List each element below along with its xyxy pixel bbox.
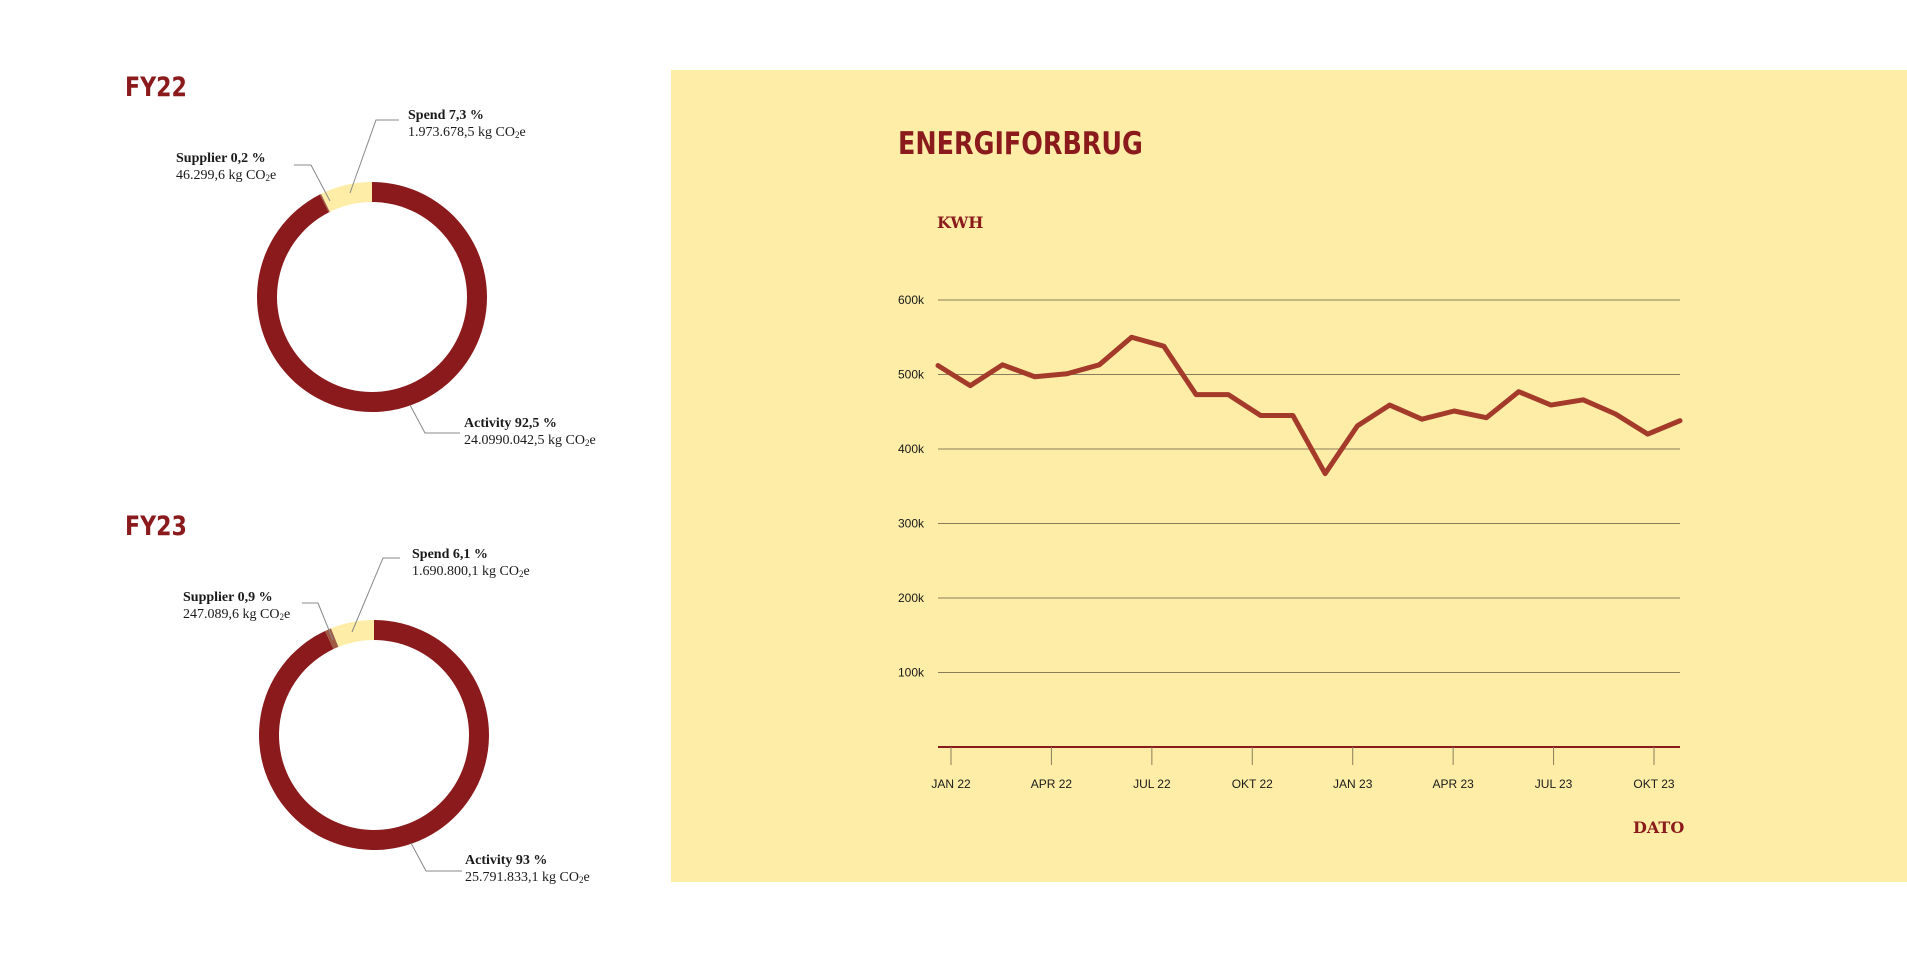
data-point-2023-05 <box>1453 410 1455 412</box>
fy22-spend-name: Spend 7,3 % <box>408 108 484 123</box>
data-point-2022-04 <box>1034 376 1036 378</box>
fy23-spend-name: Spend 6,1 % <box>412 547 488 562</box>
data-point-2023-11 <box>1647 433 1649 435</box>
data-point-2023-02 <box>1356 425 1358 427</box>
fy22-activity-label: Activity 92,5 % 24.0990.042,5 kg CO2e <box>464 415 596 449</box>
data-point-2022-11 <box>1260 414 1262 416</box>
fy23-spend-value: 1.690.800,1 kg CO2e <box>412 564 530 579</box>
data-point-2023-03 <box>1389 404 1391 406</box>
data-point-2022-06 <box>1098 364 1100 366</box>
data-point-2023-08 <box>1550 404 1552 406</box>
x-tick-label: APR 22 <box>1031 777 1073 791</box>
y-tick-label-600k: 600k <box>898 293 925 307</box>
x-tick-label: OKT 22 <box>1232 777 1273 791</box>
fy23-activity-label: Activity 93 % 25.791.833,1 kg CO2e <box>465 852 590 886</box>
x-tick-label: JAN 22 <box>931 777 971 791</box>
data-point-2022-12 <box>1292 414 1294 416</box>
fy22-spend-value: 1.973.678,5 kg CO2e <box>408 125 526 140</box>
fy23-supplier-name: Supplier 0,9 % <box>183 590 273 605</box>
data-point-2023-12 <box>1679 420 1681 422</box>
data-point-2022-05 <box>1066 373 1068 375</box>
fy23-supplier-label: Supplier 0,9 % 247.089,6 kg CO2e <box>183 589 290 623</box>
y-tick-label-500k: 500k <box>898 368 925 382</box>
data-point-2022-01 <box>937 365 939 367</box>
data-point-2023-01 <box>1324 473 1326 475</box>
fy22-activity-value: 24.0990.042,5 kg CO2e <box>464 433 596 448</box>
fy22-activity-name: Activity 92,5 % <box>464 416 557 431</box>
data-point-2022-10 <box>1227 394 1229 396</box>
y-tick-label-100k: 100k <box>898 666 925 680</box>
fy23-title: FY23 <box>125 511 187 542</box>
data-point-2023-09 <box>1582 399 1584 401</box>
y-axis-label: KWH <box>937 213 984 232</box>
x-tick-label: APR 23 <box>1432 777 1474 791</box>
data-point-2022-07 <box>1131 336 1133 338</box>
data-point-2022-09 <box>1195 394 1197 396</box>
data-point-2023-04 <box>1421 418 1423 420</box>
fy22-supplier-label: Supplier 0,2 % 46.299,6 kg CO2e <box>176 150 276 184</box>
fy23-activity-name: Activity 93 % <box>465 853 548 868</box>
data-point-2023-07 <box>1518 391 1520 393</box>
x-tick-label: OKT 23 <box>1633 777 1674 791</box>
energy-series-line <box>935 334 1683 477</box>
fy23-supplier-value: 247.089,6 kg CO2e <box>183 607 291 622</box>
data-point-2022-08 <box>1163 345 1165 347</box>
energy-chart-title: ENERGIFORBRUG <box>898 126 1143 162</box>
y-tick-label-200k: 200k <box>898 591 925 605</box>
y-tick-label-300k: 300k <box>898 517 925 531</box>
data-point-2023-06 <box>1485 417 1487 419</box>
fy22-title: FY22 <box>125 72 187 103</box>
x-tick-label: JAN 23 <box>1333 777 1373 791</box>
y-tick-label-400k: 400k <box>898 442 925 456</box>
data-point-2023-10 <box>1614 413 1616 415</box>
fy22-spend-label: Spend 7,3 % 1.973.678,5 kg CO2e <box>408 107 526 141</box>
x-tick-label: JUL 22 <box>1133 777 1171 791</box>
data-point-2022-03 <box>1002 364 1004 366</box>
x-axis-label: DATO <box>1633 818 1685 837</box>
x-tick-label: JUL 23 <box>1535 777 1573 791</box>
data-point-2022-02 <box>969 385 971 387</box>
fy23-spend-label: Spend 6,1 % 1.690.800,1 kg CO2e <box>412 546 530 580</box>
fy22-supplier-value: 46.299,6 kg CO2e <box>176 168 277 183</box>
fy22-supplier-name: Supplier 0,2 % <box>176 151 266 166</box>
fy23-activity-value: 25.791.833,1 kg CO2e <box>465 870 590 885</box>
